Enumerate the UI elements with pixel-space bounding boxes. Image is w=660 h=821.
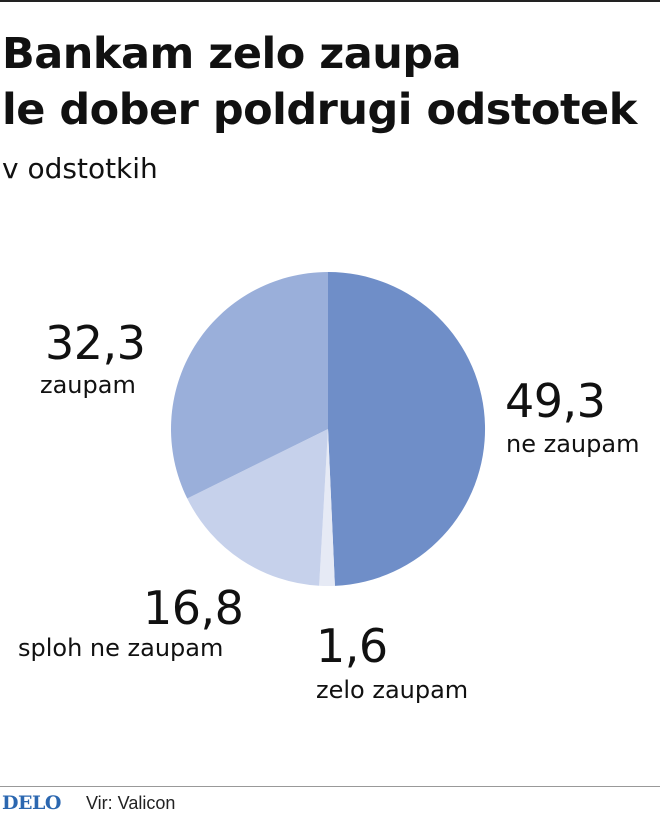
slice-label-zelo-zaupam: zelo zaupam <box>316 676 469 704</box>
title-line-1: Bankam zelo zaupa <box>2 29 462 79</box>
value-label-sploh-ne-zaupam: 16,8 <box>143 581 244 635</box>
chart-title: Bankam zelo zaupa le dober poldrugi odst… <box>2 26 652 138</box>
chart-subtitle: v odstotkih <box>2 152 158 185</box>
slice-label-zaupam: zaupam <box>40 371 136 399</box>
value-label-zelo-zaupam: 1,6 <box>316 619 388 673</box>
slice-label-ne-zaupam: ne zaupam <box>506 430 640 458</box>
top-rule <box>0 0 660 2</box>
title-line-2: le dober poldrugi odstotek <box>2 85 637 135</box>
pie-slice-ne-zaupam <box>328 272 486 586</box>
source-note: Vir: Valicon <box>86 793 176 813</box>
pie-slice-zaupam <box>171 272 328 499</box>
pie-slice-zelo-zaupam <box>319 429 335 587</box>
value-label-ne-zaupam: 49,3 <box>505 374 606 428</box>
value-label-zaupam: 32,3 <box>45 316 146 370</box>
delo-logo: DELO <box>2 792 61 814</box>
bottom-rule <box>0 786 660 787</box>
pie-slice-sploh-ne-zaupam <box>187 429 328 586</box>
slice-label-sploh-ne-zaupam: sploh ne zaupam <box>18 634 224 662</box>
